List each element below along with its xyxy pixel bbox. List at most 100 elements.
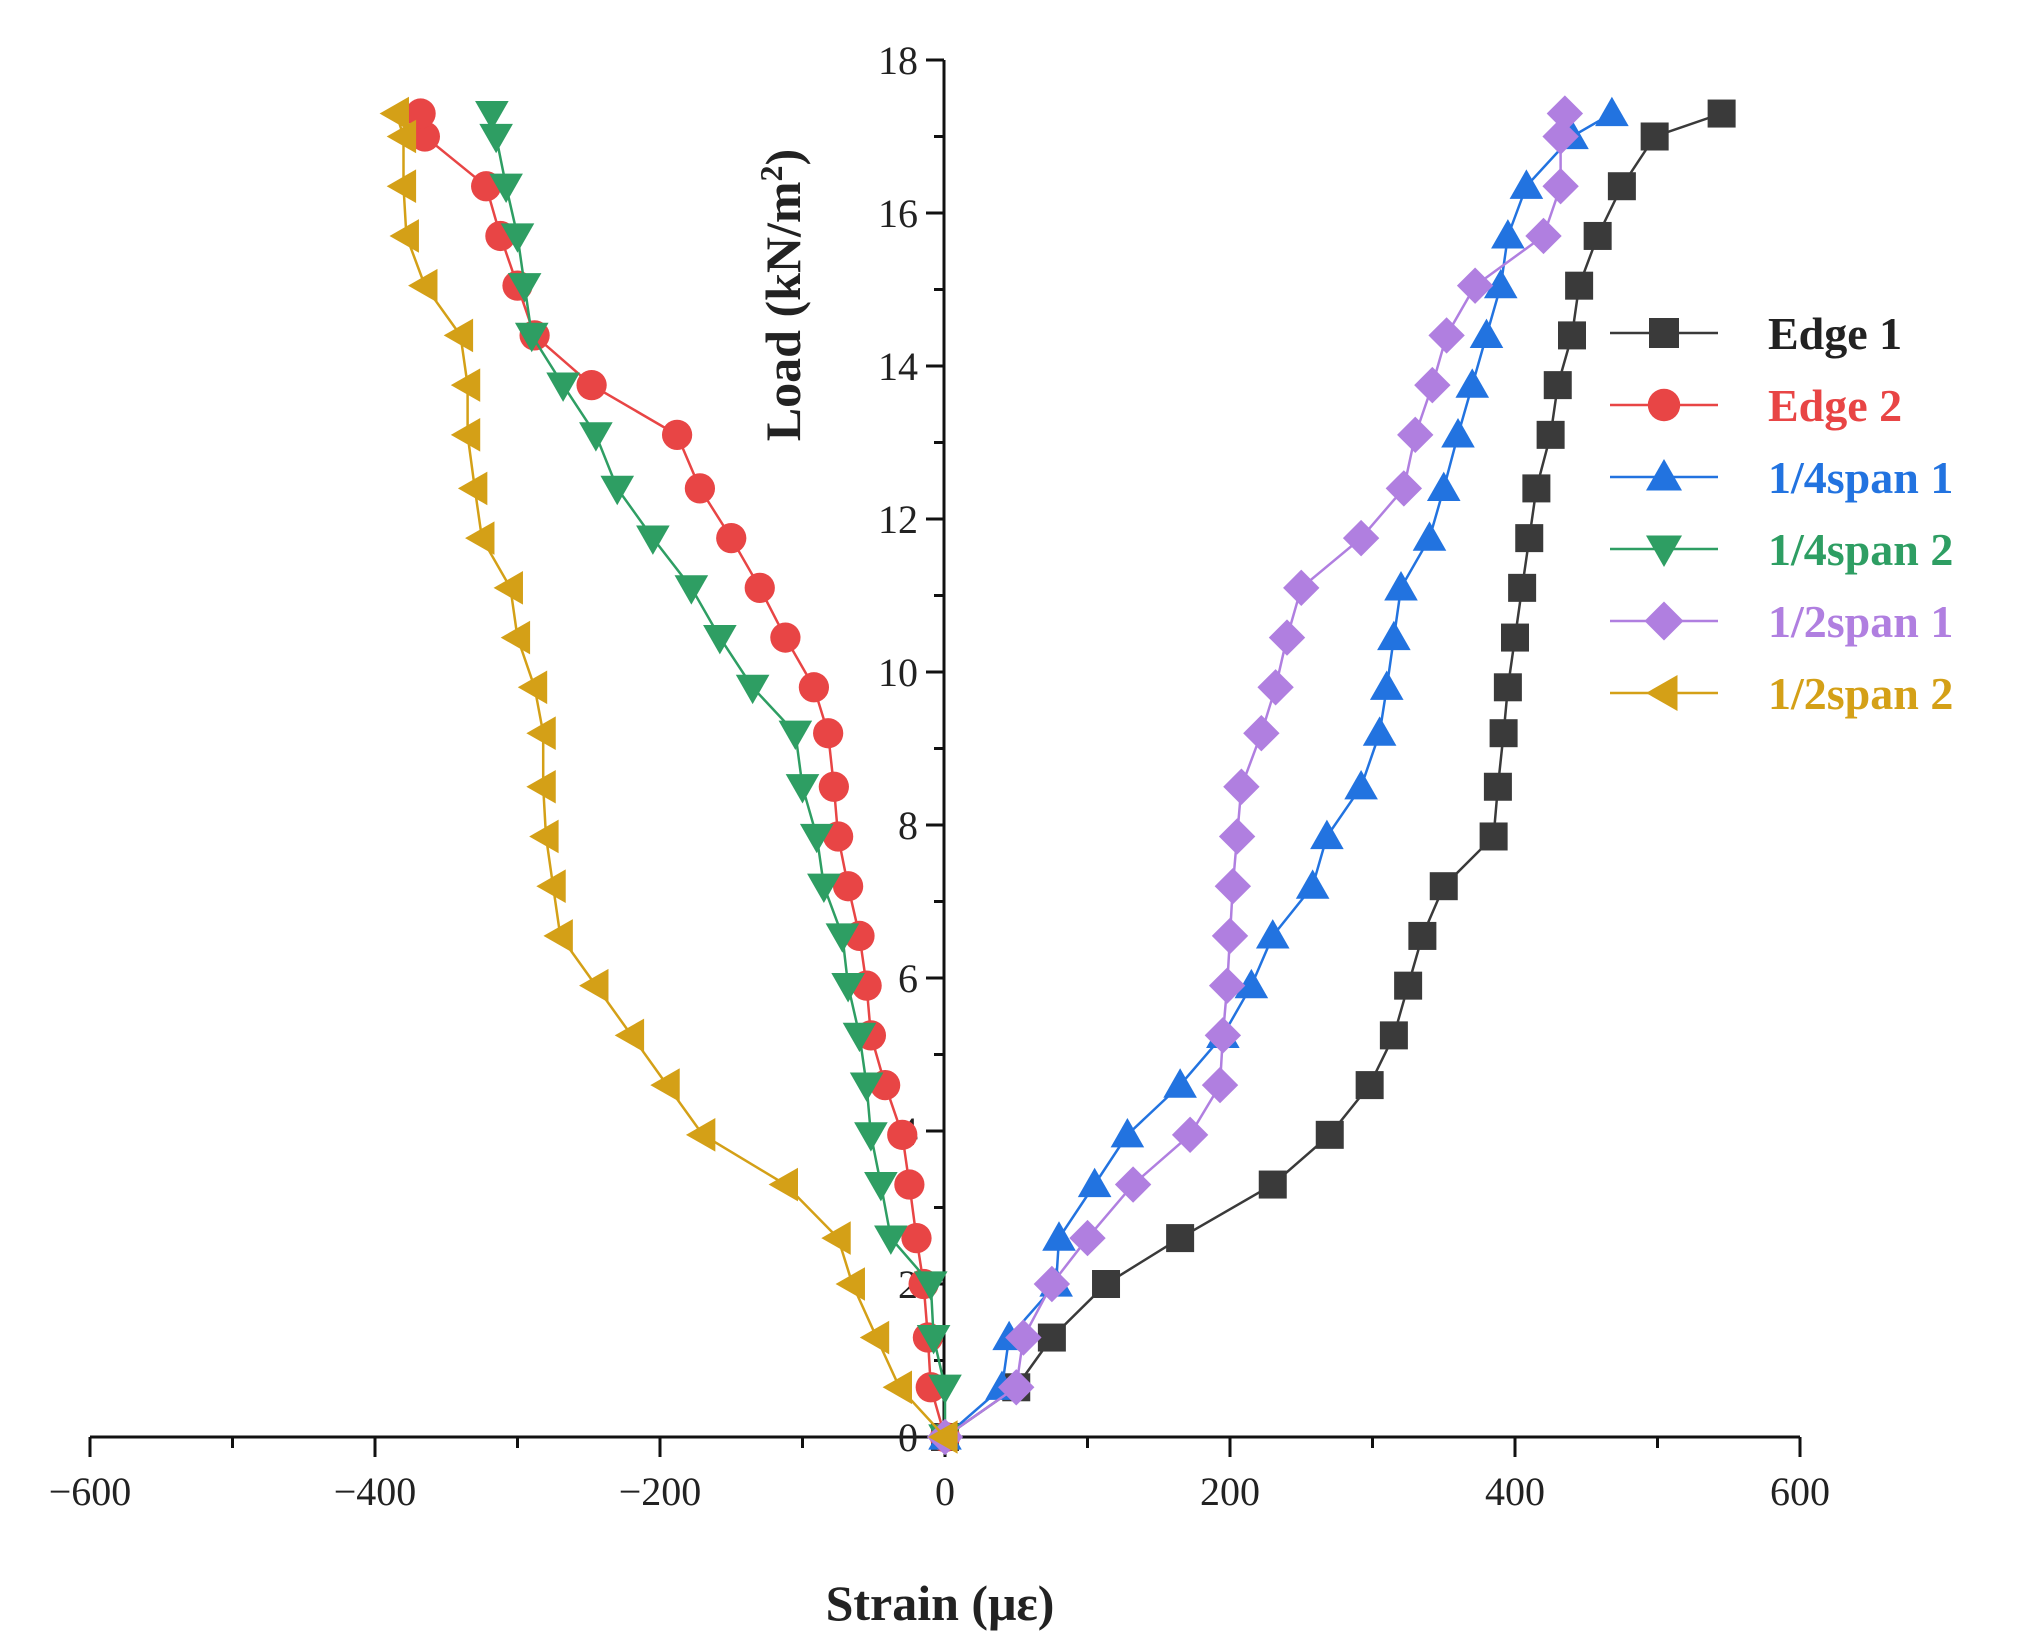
x-axis-ticks: −600 −400 −200 0 200 400 600 — [49, 1437, 1830, 1514]
data-point — [1483, 268, 1518, 299]
data-point — [650, 1068, 680, 1102]
legend-label: 1/2span 1 — [1768, 596, 1953, 647]
data-point — [1426, 471, 1461, 501]
data-point — [1204, 1017, 1242, 1054]
legend-item: 1/2span 1 — [1610, 596, 1953, 647]
data-point — [831, 973, 865, 1003]
data-point — [913, 1271, 948, 1301]
data-point — [1501, 623, 1529, 652]
data-point — [579, 968, 609, 1003]
data-point — [1515, 524, 1544, 553]
x-tick-label: −200 — [619, 1469, 702, 1514]
data-point — [1201, 1066, 1239, 1104]
data-point — [408, 268, 438, 303]
x-tick-label: −400 — [334, 1469, 417, 1514]
data-point — [703, 624, 737, 655]
data-point — [1362, 716, 1397, 746]
legend-item: 1/2span 2 — [1610, 668, 1953, 719]
data-point — [1491, 219, 1525, 249]
data-point — [1543, 371, 1572, 400]
data-point — [1208, 967, 1246, 1004]
data-point — [1493, 673, 1522, 702]
data-point — [1355, 1071, 1384, 1100]
data-point — [1384, 571, 1418, 601]
data-point — [684, 473, 716, 504]
data-point — [928, 1420, 958, 1454]
data-point — [674, 575, 709, 605]
data-point — [450, 368, 481, 402]
x-axis-title: Strain (με) — [826, 1575, 1055, 1631]
x-tick-label: 200 — [1200, 1469, 1260, 1514]
data-point — [1542, 118, 1579, 155]
series-6 — [379, 96, 958, 1454]
data-point — [685, 1118, 716, 1152]
data-point — [928, 1374, 962, 1405]
data-point — [842, 1022, 877, 1053]
data-point — [998, 1369, 1035, 1406]
data-point — [1429, 872, 1458, 901]
data-point — [1166, 1224, 1195, 1253]
data-point — [901, 1222, 932, 1254]
data-point — [1110, 1118, 1145, 1148]
data-point — [500, 620, 531, 655]
data-point — [475, 100, 509, 131]
data-point — [1211, 917, 1249, 955]
legend-item: Edge 2 — [1610, 380, 1902, 431]
data-point — [854, 1122, 888, 1152]
legend-label: 1/2span 2 — [1768, 668, 1953, 719]
data-point — [1243, 715, 1280, 752]
y-tick-label: 0 — [898, 1415, 918, 1460]
data-point — [1214, 868, 1252, 905]
data-point — [1546, 95, 1584, 132]
data-point — [1342, 519, 1380, 557]
x-tick-label: 400 — [1485, 1469, 1545, 1514]
data-point — [882, 1370, 912, 1405]
data-point — [799, 823, 834, 854]
data-point — [379, 96, 409, 131]
legend-label: 1/4span 1 — [1768, 452, 1953, 503]
y-axis-title: Load (kN/m2) — [753, 149, 811, 441]
y-tick-label: 6 — [898, 956, 918, 1001]
legend: Edge 1 Edge 2 1/4span 1 1/4span 2 1/2span 1 1… — [1610, 308, 1953, 719]
data-point — [1092, 1270, 1121, 1298]
series-1 — [931, 99, 1736, 1451]
data-point — [1114, 1166, 1152, 1203]
data-point — [1542, 168, 1579, 205]
data-point — [1257, 669, 1294, 706]
data-point — [864, 1171, 898, 1202]
data-point — [526, 716, 556, 750]
data-point — [768, 1167, 798, 1202]
series-line — [395, 113, 946, 1438]
x-tick-label: 600 — [1770, 1469, 1830, 1514]
data-point — [579, 422, 613, 452]
data-point — [1163, 1068, 1197, 1098]
data-point — [916, 1324, 951, 1355]
y-tick-label: 14 — [878, 344, 918, 389]
data-point — [636, 525, 670, 555]
y-tick-label: 18 — [878, 38, 918, 83]
data-point — [1558, 321, 1586, 350]
data-point — [1037, 1323, 1066, 1352]
data-point — [1456, 267, 1494, 304]
legend-label: 1/4span 2 — [1768, 524, 1953, 575]
data-point — [1397, 416, 1434, 454]
data-point — [1255, 919, 1290, 949]
x-tick-label: 0 — [935, 1469, 955, 1514]
legend-marker — [1646, 535, 1682, 567]
data-point — [1479, 822, 1508, 851]
data-point — [1385, 470, 1423, 507]
data-point — [1607, 172, 1636, 201]
data-point — [614, 1018, 645, 1053]
data-point — [500, 223, 535, 253]
data-point — [849, 1072, 884, 1102]
data-point — [785, 774, 820, 804]
data-point — [1441, 418, 1475, 448]
data-point — [1565, 271, 1594, 300]
data-point — [1455, 368, 1490, 398]
legend-item: 1/4span 2 — [1610, 524, 1953, 575]
data-point — [1218, 818, 1256, 855]
data-point — [778, 720, 813, 750]
data-point — [832, 871, 864, 902]
data-point — [1414, 366, 1451, 404]
data-point — [386, 169, 417, 204]
